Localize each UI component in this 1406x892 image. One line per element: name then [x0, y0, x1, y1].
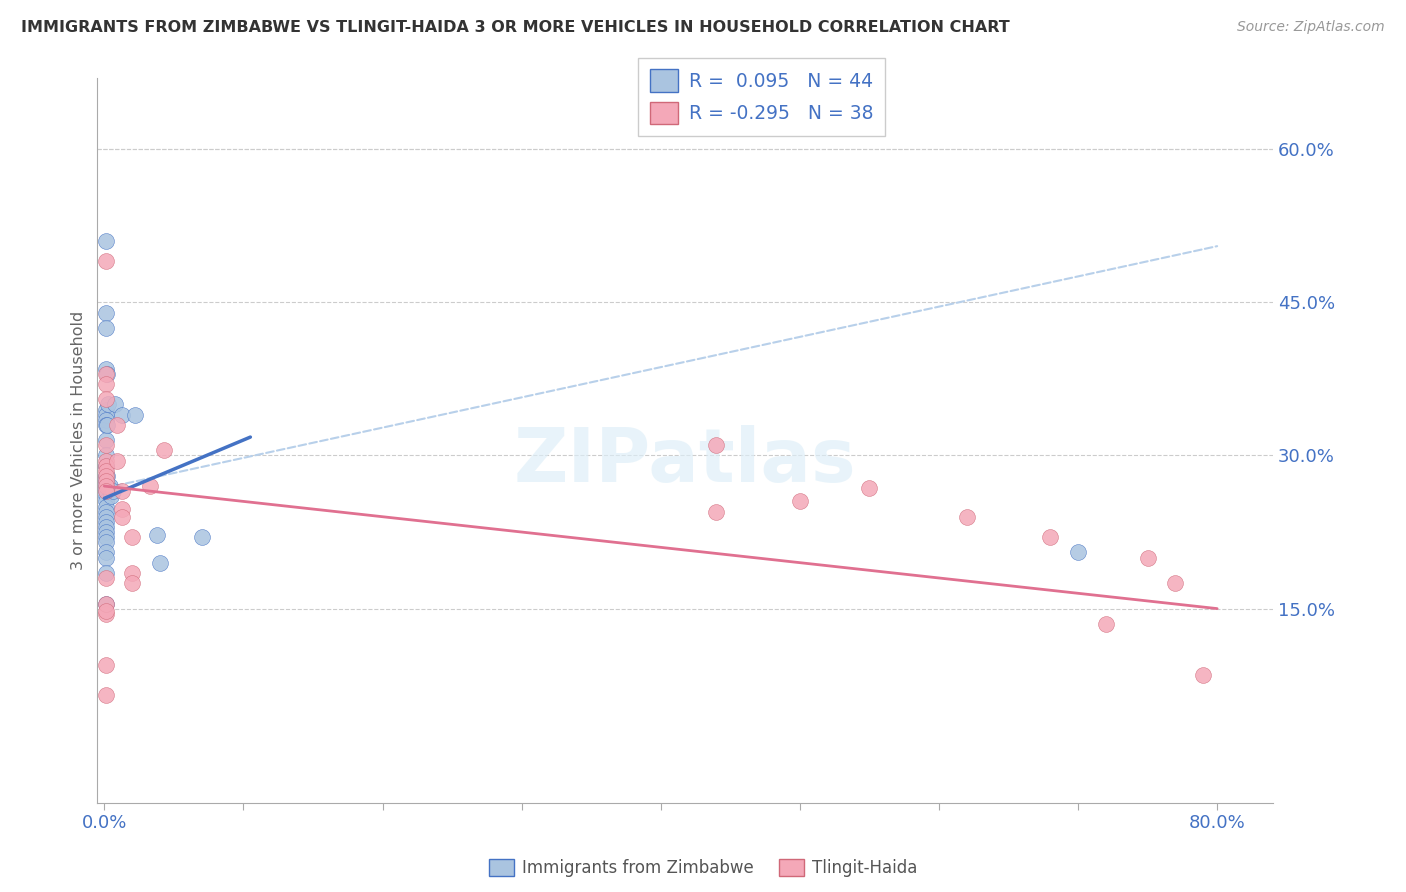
Point	[1192, 668, 1215, 682]
Point	[94, 449, 117, 463]
Point	[94, 305, 117, 319]
Point	[94, 607, 117, 621]
Point	[96, 417, 118, 432]
Point	[1136, 550, 1159, 565]
Point	[94, 468, 117, 483]
Point	[1164, 576, 1187, 591]
Point	[94, 321, 117, 335]
Point	[94, 689, 117, 703]
Point	[94, 509, 117, 524]
Point	[121, 530, 143, 544]
Point	[139, 479, 162, 493]
Point	[94, 505, 117, 519]
Point	[94, 604, 117, 618]
Y-axis label: 3 or more Vehicles in Household: 3 or more Vehicles in Household	[72, 310, 86, 570]
Point	[94, 254, 117, 268]
Point	[121, 566, 143, 580]
Point	[94, 597, 117, 611]
Point	[94, 458, 117, 473]
Point	[94, 597, 117, 611]
Point	[94, 458, 117, 473]
Point	[149, 556, 172, 570]
Point	[124, 408, 146, 422]
Point	[956, 509, 979, 524]
Point	[190, 530, 212, 544]
Point	[94, 520, 117, 534]
Point	[1095, 616, 1118, 631]
Point	[94, 464, 117, 478]
Point	[111, 484, 134, 499]
Point	[94, 571, 117, 585]
Point	[94, 376, 117, 391]
Point	[94, 484, 117, 499]
Point	[1039, 530, 1062, 544]
Point	[858, 481, 880, 495]
Legend: Immigrants from Zimbabwe, Tlingit-Haida: Immigrants from Zimbabwe, Tlingit-Haida	[482, 852, 924, 884]
Point	[153, 443, 176, 458]
Point	[94, 657, 117, 672]
Point	[98, 479, 121, 493]
Point	[94, 545, 117, 559]
Point	[94, 361, 117, 376]
Text: IMMIGRANTS FROM ZIMBABWE VS TLINGIT-HAIDA 3 OR MORE VEHICLES IN HOUSEHOLD CORREL: IMMIGRANTS FROM ZIMBABWE VS TLINGIT-HAID…	[21, 20, 1010, 35]
Point	[104, 397, 127, 411]
Point	[97, 479, 120, 493]
Point	[94, 234, 117, 248]
Point	[94, 479, 117, 493]
Point	[121, 576, 143, 591]
Point	[94, 413, 117, 427]
Point	[94, 474, 117, 488]
Point	[94, 500, 117, 514]
Point	[96, 468, 118, 483]
Point	[94, 474, 117, 488]
Point	[94, 479, 117, 493]
Point	[94, 489, 117, 503]
Point	[94, 535, 117, 549]
Point	[94, 367, 117, 381]
Text: Source: ZipAtlas.com: Source: ZipAtlas.com	[1237, 20, 1385, 34]
Point	[111, 509, 134, 524]
Point	[94, 530, 117, 544]
Point	[789, 494, 811, 508]
Point	[94, 438, 117, 452]
Point	[96, 367, 118, 381]
Point	[105, 417, 128, 432]
Point	[94, 402, 117, 417]
Point	[94, 484, 117, 499]
Point	[706, 438, 728, 452]
Point	[1067, 545, 1090, 559]
Point	[105, 453, 128, 467]
Point	[100, 489, 122, 503]
Point	[146, 528, 169, 542]
Point	[101, 484, 124, 499]
Point	[94, 550, 117, 565]
Point	[97, 397, 120, 411]
Point	[706, 505, 728, 519]
Point	[94, 515, 117, 529]
Point	[111, 501, 134, 516]
Point	[94, 417, 117, 432]
Point	[94, 468, 117, 483]
Point	[94, 408, 117, 422]
Point	[94, 453, 117, 467]
Point	[94, 494, 117, 508]
Point	[94, 524, 117, 539]
Text: ZIPatlas: ZIPatlas	[513, 425, 856, 499]
Point	[111, 408, 134, 422]
Point	[94, 433, 117, 447]
Point	[94, 566, 117, 580]
Point	[94, 392, 117, 407]
Legend: R =  0.095   N = 44, R = -0.295   N = 38: R = 0.095 N = 44, R = -0.295 N = 38	[638, 58, 884, 136]
